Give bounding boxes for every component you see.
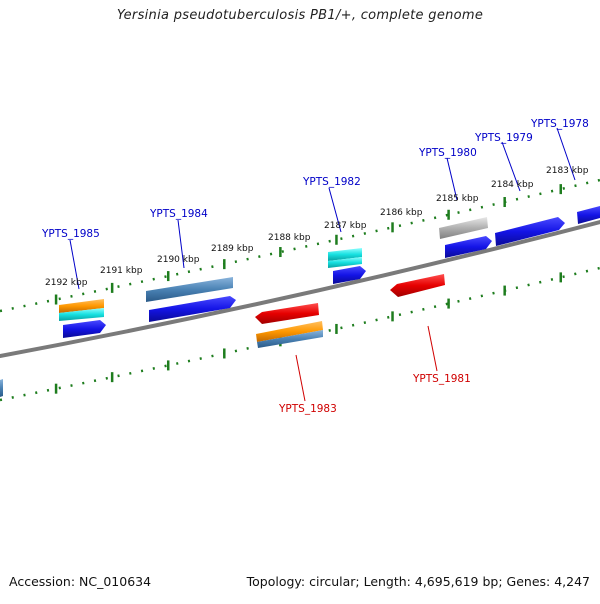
gene-label[interactable]: YPTS_1979 bbox=[474, 132, 533, 144]
major-ticks bbox=[54, 184, 562, 394]
tick-label: 2186 kbp bbox=[380, 208, 423, 218]
gene-feature[interactable] bbox=[495, 217, 565, 246]
gene-feature[interactable] bbox=[256, 321, 323, 342]
gene-feature[interactable] bbox=[577, 206, 600, 224]
tick-label: 2188 kbp bbox=[268, 233, 311, 243]
gene-label[interactable]: YPTS_1980 bbox=[418, 147, 477, 159]
gene-feature[interactable] bbox=[59, 299, 104, 313]
gene-feature[interactable] bbox=[439, 217, 488, 239]
map-title: Yersinia pseudotuberculosis PB1/+, compl… bbox=[116, 8, 484, 23]
tick-label: 2183 kbp bbox=[546, 166, 589, 176]
gene-feature[interactable] bbox=[257, 330, 323, 348]
tick-label: 2192 kbp bbox=[45, 278, 88, 288]
gene-feature[interactable] bbox=[0, 379, 3, 397]
gene-feature[interactable] bbox=[333, 266, 366, 284]
tick-label: 2184 kbp bbox=[491, 180, 534, 190]
forward-genes bbox=[59, 206, 600, 338]
gene-feature[interactable] bbox=[328, 257, 362, 268]
genome-summary-text: Topology: circular; Length: 4,695,619 bp… bbox=[246, 574, 590, 589]
gene-feature[interactable] bbox=[390, 274, 445, 297]
tick-label: 2191 kbp bbox=[100, 266, 143, 276]
label-leader-lines bbox=[69, 127, 576, 402]
gene-label[interactable]: YPTS_1985 bbox=[41, 228, 100, 240]
inner-tick-track bbox=[0, 266, 600, 402]
genome-backbone bbox=[0, 220, 600, 358]
tick-label: 2190 kbp bbox=[157, 255, 200, 265]
outer-tick-track bbox=[0, 178, 600, 313]
gene-feature[interactable] bbox=[59, 308, 104, 321]
tick-label: 2189 kbp bbox=[211, 244, 254, 254]
reverse-genes bbox=[255, 274, 445, 348]
gene-feature[interactable] bbox=[149, 296, 236, 322]
tick-label: 2187 kbp bbox=[324, 221, 367, 231]
gene-label[interactable]: YPTS_1978 bbox=[530, 118, 589, 130]
gene-feature[interactable] bbox=[328, 248, 362, 261]
gene-feature[interactable] bbox=[445, 236, 492, 258]
tick-label: 2185 kbp bbox=[436, 194, 479, 204]
gene-label[interactable]: YPTS_1981 bbox=[412, 373, 471, 385]
gene-label[interactable]: YPTS_1983 bbox=[278, 403, 337, 415]
accession-text: Accession: NC_010634 bbox=[9, 574, 152, 589]
tick-labels: 2192 kbp 2191 kbp 2190 kbp 2189 kbp 2188… bbox=[45, 166, 589, 288]
gene-label[interactable]: YPTS_1984 bbox=[149, 208, 208, 220]
gene-labels: YPTS_1985 YPTS_1984 YPTS_1982 YPTS_1980 … bbox=[41, 118, 589, 415]
gene-feature[interactable] bbox=[63, 320, 106, 338]
gene-feature[interactable] bbox=[146, 277, 233, 302]
gene-label[interactable]: YPTS_1982 bbox=[302, 176, 361, 188]
gene-feature[interactable] bbox=[255, 303, 319, 324]
